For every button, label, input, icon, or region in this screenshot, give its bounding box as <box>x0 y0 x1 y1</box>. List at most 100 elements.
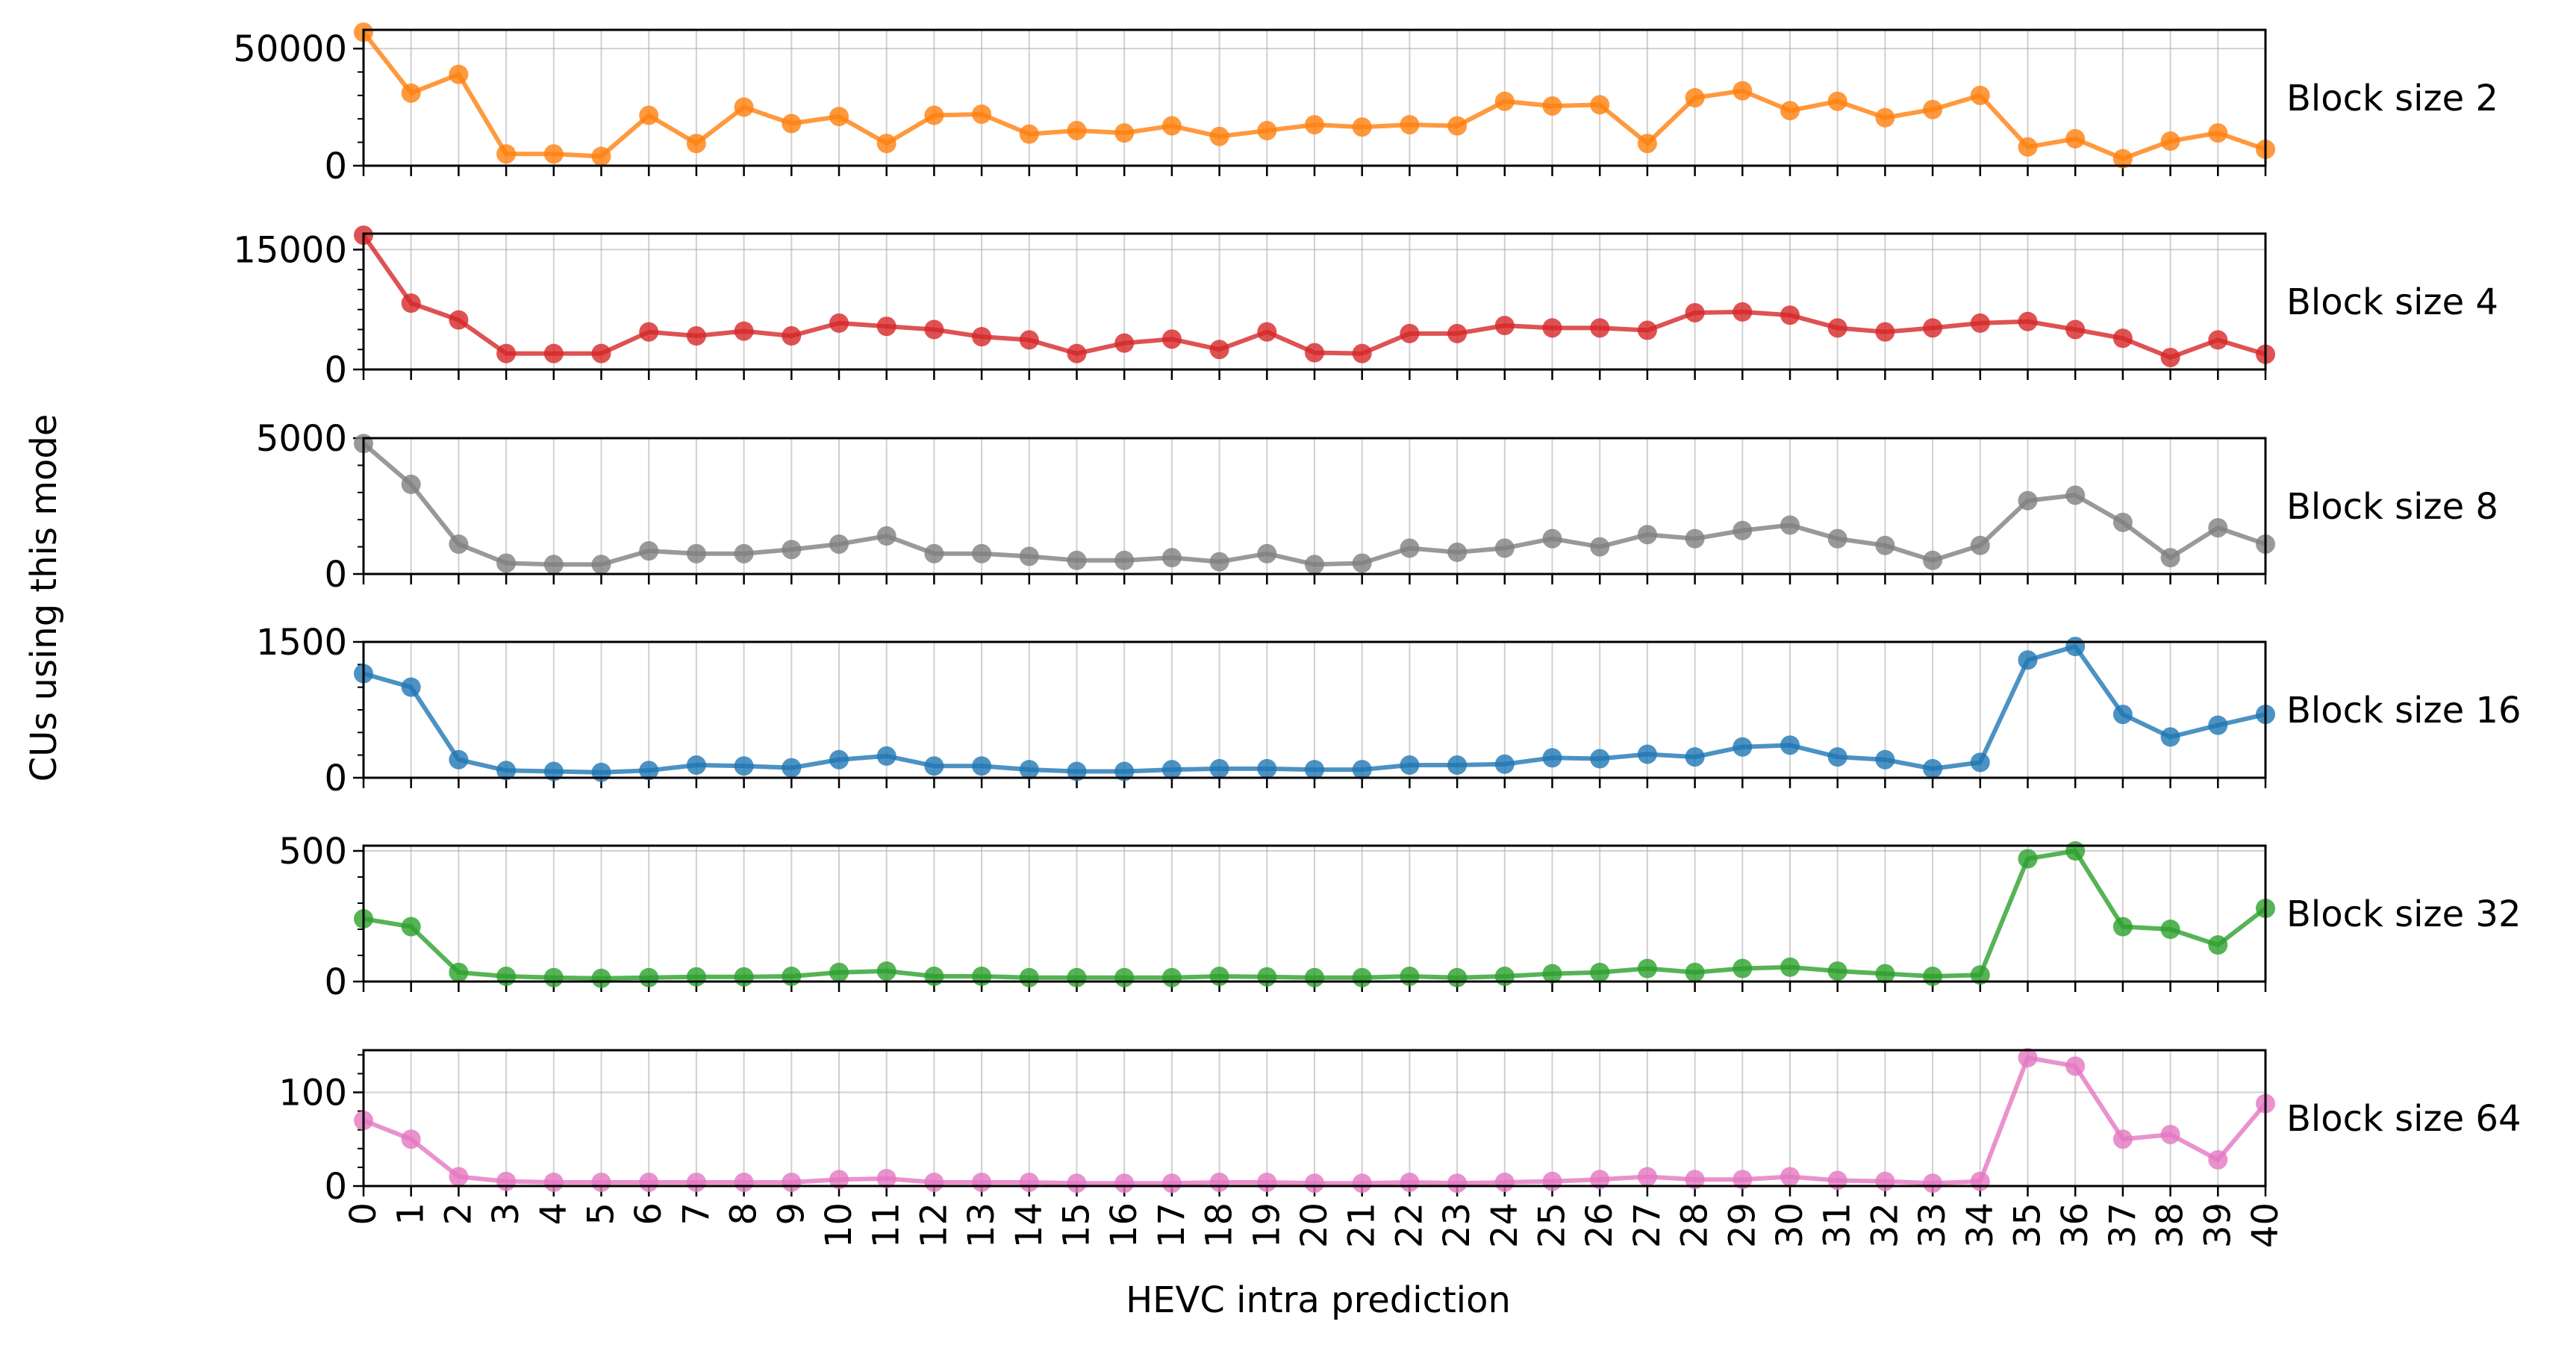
data-point <box>2208 518 2228 538</box>
x-tick-label: 13 <box>961 1202 1002 1248</box>
data-point <box>639 761 659 781</box>
data-point <box>1494 91 1515 111</box>
data-point <box>1923 99 1943 119</box>
y-tick-label: 15000 <box>233 229 347 271</box>
data-point <box>734 1172 754 1192</box>
y-tick-label: 50000 <box>233 28 347 70</box>
data-point <box>639 105 659 125</box>
x-tick-label: 1 <box>390 1202 432 1226</box>
data-point <box>1733 520 1753 540</box>
data-point <box>924 105 944 125</box>
data-point <box>1780 101 1800 121</box>
data-point <box>686 134 706 154</box>
data-point <box>2018 490 2038 511</box>
data-point <box>1209 126 1229 146</box>
data-point <box>1209 758 1229 779</box>
data-point <box>1114 550 1135 570</box>
panel-frame <box>362 844 2267 983</box>
data-point <box>1590 1170 1610 1190</box>
data-point <box>924 756 944 776</box>
data-point <box>924 543 944 564</box>
data-point <box>1923 1173 1943 1194</box>
x-tick-label: 3 <box>485 1202 527 1226</box>
data-point <box>924 967 944 986</box>
x-tick-label: 37 <box>2102 1202 2144 1248</box>
data-point <box>639 322 659 342</box>
data-point <box>1970 313 1990 333</box>
data-point <box>1305 760 1324 780</box>
data-point <box>1019 546 1039 567</box>
data-point <box>1209 1172 1229 1192</box>
data-point <box>1637 744 1657 764</box>
data-point <box>1542 748 1562 768</box>
data-point <box>1209 967 1229 986</box>
data-point <box>1209 340 1229 360</box>
x-tick-label: 9 <box>770 1202 812 1226</box>
x-tick-label: 26 <box>1579 1202 1621 1248</box>
data-point <box>1447 755 1468 776</box>
data-point <box>496 144 517 164</box>
data-point <box>972 756 992 776</box>
data-point <box>2208 715 2228 735</box>
data-point <box>1637 958 1657 979</box>
y-tick-label: 0 <box>324 554 347 596</box>
x-tick-label: 27 <box>1627 1202 1668 1248</box>
data-point <box>686 1172 706 1192</box>
data-point <box>2208 1149 2228 1170</box>
panel-label: Block size 32 <box>2286 893 2521 935</box>
data-point <box>1827 528 1847 549</box>
data-point <box>1875 749 1895 770</box>
data-point <box>1637 320 1657 340</box>
x-tick-label: 36 <box>2054 1202 2096 1248</box>
x-tick-label: 17 <box>1151 1202 1193 1248</box>
data-point <box>2065 1056 2086 1076</box>
data-point <box>2018 137 2038 157</box>
data-point <box>639 1172 659 1192</box>
data-point <box>1019 967 1039 987</box>
data-point <box>1114 123 1135 143</box>
data-point <box>591 968 611 988</box>
x-tick-label: 29 <box>1721 1202 1763 1248</box>
data-point <box>972 543 992 564</box>
data-point <box>449 1167 469 1187</box>
data-point <box>2208 123 2228 143</box>
data-point <box>972 967 992 986</box>
x-tick-label: 14 <box>1008 1202 1050 1248</box>
panel-frame <box>362 232 2267 371</box>
data-point <box>829 1170 849 1190</box>
data-point <box>1733 302 1753 322</box>
x-tick-label: 4 <box>533 1202 575 1226</box>
data-point <box>1875 964 1895 984</box>
y-tick-label: 0 <box>324 146 347 187</box>
data-point <box>543 967 564 987</box>
x-tick-label: 30 <box>1769 1202 1811 1248</box>
data-point <box>591 343 611 364</box>
data-point <box>2065 319 2086 340</box>
data-point <box>1494 1172 1515 1192</box>
data-point <box>591 555 611 575</box>
data-point <box>1970 535 1990 555</box>
data-point <box>1970 965 1990 985</box>
data-point <box>1875 1171 1895 1191</box>
data-point <box>496 967 517 986</box>
data-point <box>1494 316 1515 336</box>
y-axis-label: CUs using this mode <box>23 414 65 782</box>
data-point <box>1447 542 1468 562</box>
panel-5: 0 500 Block size 32 <box>278 831 2521 1003</box>
data-point <box>1067 761 1087 781</box>
data-point <box>543 1172 564 1192</box>
data-point <box>401 83 421 103</box>
data-point <box>1685 962 1705 982</box>
data-point <box>829 107 849 127</box>
x-tick-label: 23 <box>1436 1202 1478 1248</box>
data-point <box>639 541 659 561</box>
data-point <box>1780 305 1800 325</box>
data-point <box>1733 1170 1753 1190</box>
data-point <box>876 961 896 981</box>
data-point <box>1305 1173 1324 1194</box>
data-point <box>734 321 754 341</box>
data-point <box>1352 553 1372 573</box>
data-point <box>1733 958 1753 979</box>
data-point <box>829 313 849 333</box>
